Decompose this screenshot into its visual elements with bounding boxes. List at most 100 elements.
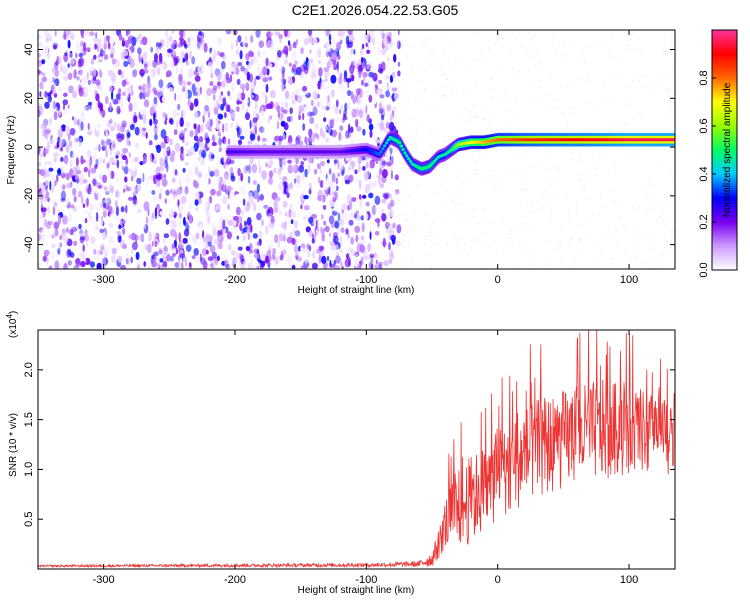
noise-speckle <box>142 130 146 138</box>
noise-speckle <box>44 90 48 98</box>
noise-speckle <box>632 251 635 254</box>
noise-speckle <box>525 203 528 206</box>
noise-speckle <box>651 265 654 268</box>
noise-speckle <box>434 69 437 72</box>
noise-speckle <box>430 265 433 268</box>
noise-speckle <box>247 62 252 70</box>
noise-speckle <box>194 191 200 199</box>
noise-speckle <box>136 177 142 185</box>
noise-speckle <box>295 238 298 244</box>
noise-speckle <box>253 77 257 87</box>
noise-speckle <box>192 35 195 46</box>
noise-speckle <box>57 128 63 138</box>
noise-speckle <box>376 173 382 180</box>
noise-speckle <box>329 60 333 68</box>
noise-speckle <box>428 214 431 217</box>
noise-speckle <box>77 190 83 198</box>
noise-speckle <box>122 243 127 250</box>
noise-speckle <box>633 257 636 260</box>
noise-speckle <box>403 187 406 190</box>
noise-speckle <box>336 185 339 191</box>
noise-speckle <box>52 206 56 216</box>
noise-speckle <box>372 38 376 47</box>
noise-speckle <box>128 168 133 173</box>
noise-speckle <box>177 103 181 111</box>
noise-speckle <box>69 168 74 179</box>
noise-speckle <box>81 111 84 118</box>
noise-speckle <box>665 239 668 242</box>
noise-speckle <box>57 208 61 214</box>
noise-speckle <box>179 212 182 219</box>
noise-speckle <box>502 249 505 252</box>
noise-speckle <box>361 90 366 95</box>
noise-speckle <box>100 47 103 57</box>
noise-speckle <box>656 265 659 267</box>
noise-speckle <box>406 218 409 221</box>
noise-speckle <box>311 37 315 46</box>
noise-speckle <box>378 108 384 114</box>
noise-speckle <box>227 186 234 191</box>
noise-speckle <box>139 106 144 115</box>
noise-speckle <box>176 187 183 195</box>
noise-speckle <box>537 159 540 162</box>
noise-speckle <box>40 71 44 76</box>
noise-speckle <box>528 165 531 168</box>
noise-speckle <box>141 36 148 46</box>
noise-speckle <box>227 203 230 210</box>
noise-speckle <box>482 51 485 54</box>
noise-speckle <box>203 235 206 244</box>
noise-speckle <box>423 212 426 215</box>
noise-speckle <box>605 128 608 131</box>
noise-speckle <box>149 144 155 151</box>
noise-speckle <box>239 185 246 195</box>
noise-speckle <box>165 146 170 151</box>
noise-speckle <box>75 157 79 167</box>
noise-speckle <box>631 151 634 154</box>
noise-speckle <box>462 92 465 95</box>
noise-speckle <box>336 41 341 51</box>
noise-speckle <box>65 196 70 206</box>
noise-speckle <box>248 249 253 254</box>
noise-speckle <box>551 198 554 201</box>
noise-speckle <box>386 115 391 120</box>
noise-speckle <box>169 208 175 218</box>
noise-speckle <box>202 260 208 269</box>
noise-speckle <box>112 30 116 36</box>
noise-speckle <box>97 56 104 61</box>
noise-speckle <box>388 242 391 251</box>
noise-speckle <box>265 83 269 93</box>
noise-speckle <box>328 168 332 175</box>
noise-speckle <box>85 242 88 247</box>
noise-speckle <box>173 221 177 229</box>
noise-speckle <box>180 110 184 119</box>
noise-speckle <box>230 250 236 256</box>
noise-speckle <box>149 106 156 114</box>
noise-speckle <box>367 79 371 89</box>
noise-speckle <box>194 255 199 265</box>
noise-speckle <box>644 261 647 264</box>
noise-speckle <box>68 85 74 94</box>
noise-speckle <box>358 72 362 79</box>
noise-speckle <box>456 175 459 177</box>
noise-speckle <box>260 253 266 261</box>
noise-speckle <box>560 230 563 233</box>
noise-speckle <box>549 219 552 222</box>
noise-speckle <box>391 212 398 220</box>
noise-speckle <box>157 102 162 111</box>
noise-speckle <box>211 251 217 259</box>
noise-speckle <box>457 203 460 205</box>
noise-speckle <box>94 164 98 170</box>
snr-x-tick-label: 0 <box>495 574 501 586</box>
noise-speckle <box>72 187 77 196</box>
noise-speckle <box>492 169 495 172</box>
noise-speckle <box>569 218 572 221</box>
noise-speckle <box>618 216 621 219</box>
noise-speckle <box>340 261 343 268</box>
noise-speckle <box>670 106 672 109</box>
noise-speckle <box>309 116 315 124</box>
noise-speckle <box>297 30 303 38</box>
noise-speckle <box>404 113 407 115</box>
noise-speckle <box>125 87 128 95</box>
noise-speckle <box>154 127 159 133</box>
noise-speckle <box>562 112 565 114</box>
